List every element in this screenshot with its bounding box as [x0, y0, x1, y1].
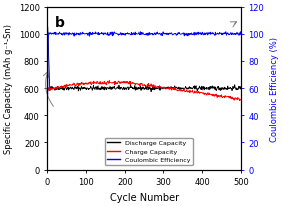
Text: b: b: [55, 16, 65, 30]
Y-axis label: Coulombic Efficiency (%): Coulombic Efficiency (%): [270, 36, 279, 141]
Y-axis label: Specific Capacity (mAh g⁻¹-Sn): Specific Capacity (mAh g⁻¹-Sn): [4, 24, 13, 153]
X-axis label: Cycle Number: Cycle Number: [110, 192, 179, 202]
Legend: Discharge Capacity, Charge Capacity, Coulombic Efficiency: Discharge Capacity, Charge Capacity, Cou…: [105, 138, 193, 165]
